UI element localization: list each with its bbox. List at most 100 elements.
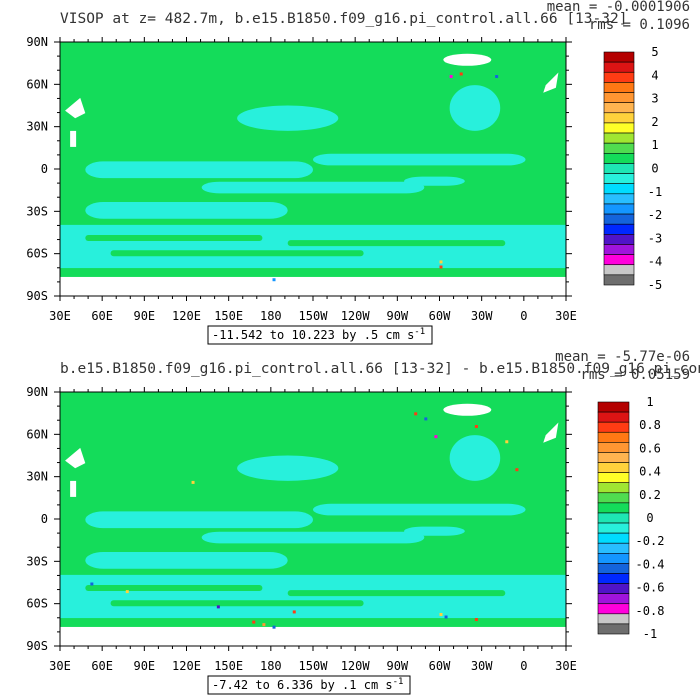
field-patch <box>237 105 339 131</box>
colorbar-label: -3 <box>648 231 662 245</box>
colorbar-label: -0.2 <box>636 534 665 548</box>
colorbar-label: -0.4 <box>636 557 665 571</box>
range-unit-exponent: -1 <box>393 677 404 687</box>
field-band <box>161 554 222 564</box>
colorbar-swatch <box>597 411 630 423</box>
x-tick-label: 30E <box>49 659 71 673</box>
colorbar-label: 0 <box>646 511 653 525</box>
x-tick-label: 150E <box>214 659 243 673</box>
y-tick-label: 90S <box>26 289 48 303</box>
y-tick-label: 30N <box>26 470 48 484</box>
panel-title: b.e15.B1850.f09_g16.pi_control.all.66 [1… <box>60 361 700 377</box>
colorbar-swatch <box>597 522 630 534</box>
colorbar: 1 0.8 0.6 0.4 0.2 0 -0.2 -0.4 -0.6 -0.8 -1 <box>597 395 665 641</box>
field-point <box>495 75 499 79</box>
range-box <box>207 675 411 695</box>
colorbar-swatch <box>597 603 630 615</box>
colorbar-label: 5 <box>651 45 658 59</box>
colorbar-label: 0.6 <box>639 441 661 455</box>
colorbar-swatch <box>603 153 635 164</box>
colorbar-swatch <box>603 193 635 205</box>
field-band <box>313 153 526 166</box>
colorbar-swatch <box>603 122 635 134</box>
field-streak <box>110 600 364 607</box>
field-point <box>272 625 276 629</box>
colorbar-swatch <box>603 173 635 184</box>
field-point <box>216 605 220 609</box>
x-tick-label: 150W <box>299 659 329 673</box>
colorbar-swatch <box>603 254 635 266</box>
colorbar-swatch <box>597 553 630 564</box>
colorbar-label: 3 <box>651 92 658 106</box>
x-tick-label: 60W <box>429 309 451 323</box>
field-band <box>201 181 425 194</box>
range-text: -7.42 to 6.336 by .1 cm s-1 <box>212 677 403 692</box>
x-tick-label: 120E <box>172 309 201 323</box>
panel-title: VISOP at z= 482.7m, b.e15.B1850.f09_g16.… <box>60 11 627 27</box>
field-band <box>85 161 313 179</box>
field-patch <box>449 85 501 131</box>
x-tick-label: 180 <box>260 659 282 673</box>
island-mask <box>543 72 559 93</box>
field-point <box>459 72 463 76</box>
colorbar-label: 4 <box>651 68 658 82</box>
x-tick-label: 120E <box>172 659 201 673</box>
y-tick-label: 30S <box>26 204 48 218</box>
map-field <box>60 392 566 646</box>
colorbar-swatch <box>603 112 635 124</box>
x-tick-label: 60E <box>91 659 113 673</box>
x-tick-label: 60W <box>429 659 451 673</box>
field-streak <box>85 235 263 242</box>
field-point <box>439 612 443 616</box>
range-text: -11.542 to 10.223 by .5 cm s-1 <box>212 327 425 342</box>
colorbar-swatch <box>603 213 635 225</box>
colorbar-swatch <box>597 593 630 605</box>
colorbar-swatch <box>603 183 635 195</box>
x-tick-label: 30E <box>555 659 577 673</box>
y-tick-label: 0 <box>41 162 48 176</box>
field-point <box>424 417 428 421</box>
colorbar-swatch <box>603 51 635 63</box>
map-panel-1: VISOP at z= 482.7m, b.e15.B1850.f09_g16.… <box>26 0 690 345</box>
field-point <box>191 480 195 484</box>
field-point <box>125 590 129 594</box>
colorbar-swatch <box>597 492 630 504</box>
field-point <box>90 582 94 586</box>
y-tick-label: 60S <box>26 247 48 261</box>
x-tick-label: 0 <box>520 309 527 323</box>
field-band <box>85 511 313 529</box>
y-tick-label: 90N <box>26 35 48 49</box>
x-tick-label: 150W <box>299 309 329 323</box>
field-point <box>439 265 443 269</box>
colorbar-swatch <box>597 442 630 453</box>
colorbar-swatch <box>597 482 630 494</box>
x-tick-label: 120W <box>341 309 371 323</box>
colorbar-swatch <box>597 472 630 483</box>
field-band <box>201 531 425 544</box>
x-tick-label: 30E <box>555 309 577 323</box>
field-band <box>313 503 526 516</box>
stat-mean: mean = -5.77e-06 <box>555 349 690 365</box>
field-band-south <box>60 224 566 269</box>
y-tick-label: 60N <box>26 427 48 441</box>
field-band <box>161 204 222 214</box>
antarctica-mask <box>60 626 566 646</box>
contour-range-label: -11.542 to 10.223 by .5 cm s-1 <box>207 325 433 345</box>
colorbar-swatch <box>603 82 635 93</box>
colorbar-label: 0 <box>651 162 658 176</box>
colorbar-swatch <box>603 71 635 83</box>
field-point <box>515 468 519 472</box>
colorbar-swatch <box>603 223 635 235</box>
y-tick-label: 30S <box>26 554 48 568</box>
field-point <box>272 278 276 282</box>
field-point <box>449 75 453 79</box>
x-tick-label: 30W <box>471 309 493 323</box>
y-tick-label: 60N <box>26 77 48 91</box>
range-unit-exponent: -1 <box>414 327 425 337</box>
colorbar-label: 1 <box>651 138 658 152</box>
x-tick-label: 90W <box>386 659 408 673</box>
colorbar-label: -0.8 <box>636 604 665 618</box>
colorbar-swatch <box>603 102 635 114</box>
antarctica-mask <box>60 276 566 296</box>
